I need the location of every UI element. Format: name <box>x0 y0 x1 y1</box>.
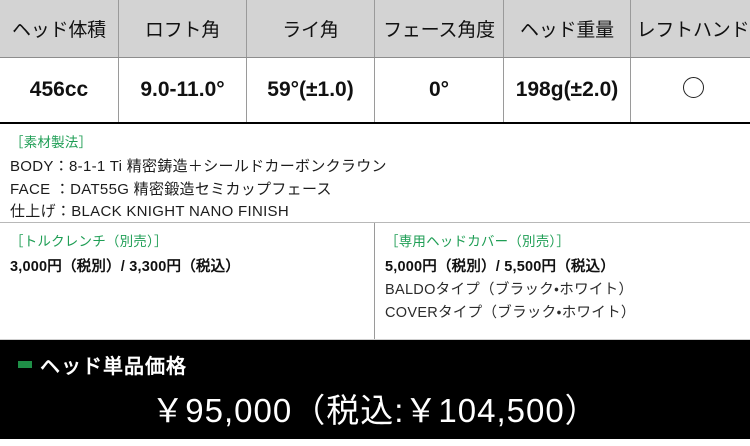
material-line-body: BODY：8-1-1 Ti 精密鋳造＋シールドカーボンクラウン <box>10 158 387 175</box>
price-banner-amount: ￥95,000（税込:￥104,500） <box>151 392 599 429</box>
material-line-face: FACE ：DAT55G 精密鍛造セミカップフェース <box>10 180 332 198</box>
cell-head-weight: 198g(±2.0) <box>503 57 631 124</box>
cell-head-volume: 456cc <box>0 57 119 124</box>
spec-table: ヘッド体積 ロフト角 ライ角 フェース角度 ヘッド重量 レフトハンド 456cc… <box>0 0 750 124</box>
headcover-section: ［専用ヘッドカバー（別売）］ 5,000円（税別）/ 5,500円（税込） BA… <box>375 223 750 339</box>
col-header-head-volume: ヘッド体積 <box>0 0 119 58</box>
cell-lie-angle: 59°(±1.0) <box>246 57 375 124</box>
torque-wrench-section: ［トルクレンチ（別売）］ 3,000円（税別）/ 3,300円（税込） <box>0 223 375 339</box>
price-banner: ヘッド単品価格 ￥95,000（税込:￥104,500） <box>0 340 750 439</box>
material-section: ［素材製法］ BODY：8-1-1 Ti 精密鋳造＋シールドカーボンクラウン F… <box>0 124 750 223</box>
spec-table-header-row: ヘッド体積 ロフト角 ライ角 フェース角度 ヘッド重量 レフトハンド <box>0 0 750 58</box>
green-dash-marker-icon <box>18 360 32 368</box>
material-line-finish: 仕上げ：BLACK KNIGHT NANO FINISH <box>10 203 289 220</box>
torque-wrench-price: 3,000円（税別）/ 3,300円（税込） <box>10 259 241 275</box>
circle-icon <box>682 76 704 98</box>
options-row: ［トルクレンチ（別売）］ 3,000円（税別）/ 3,300円（税込） ［専用ヘ… <box>0 223 750 340</box>
headcover-variant-cover: COVERタイプ（ブラック・ホワイト） <box>385 305 636 321</box>
col-header-left-hand: レフトハンド <box>630 0 750 58</box>
headcover-price: 5,000円（税別）/ 5,500円（税込） <box>385 259 616 275</box>
price-banner-heading: ヘッド単品価格 <box>0 350 750 378</box>
cell-loft-angle: 9.0-11.0° <box>118 57 247 124</box>
cell-left-hand <box>630 57 750 124</box>
headcover-title: ［専用ヘッドカバー（別売）］ <box>385 234 571 249</box>
headcover-variant-baldo: BALDOタイプ（ブラック・ホワイト） <box>385 282 634 298</box>
col-header-lie-angle: ライ角 <box>246 0 375 58</box>
col-header-loft-angle: ロフト角 <box>118 0 247 58</box>
col-header-face-angle: フェース角度 <box>374 0 504 58</box>
col-header-head-weight: ヘッド重量 <box>503 0 631 58</box>
torque-wrench-title: ［トルクレンチ（別売）］ <box>10 234 168 249</box>
spec-table-data-row: 456cc 9.0-11.0° 59°(±1.0) 0° 198g(±2.0) <box>0 57 750 124</box>
price-banner-heading-text: ヘッド単品価格 <box>40 355 187 378</box>
material-section-title: ［素材製法］ <box>10 135 93 150</box>
cell-face-angle: 0° <box>374 57 504 124</box>
